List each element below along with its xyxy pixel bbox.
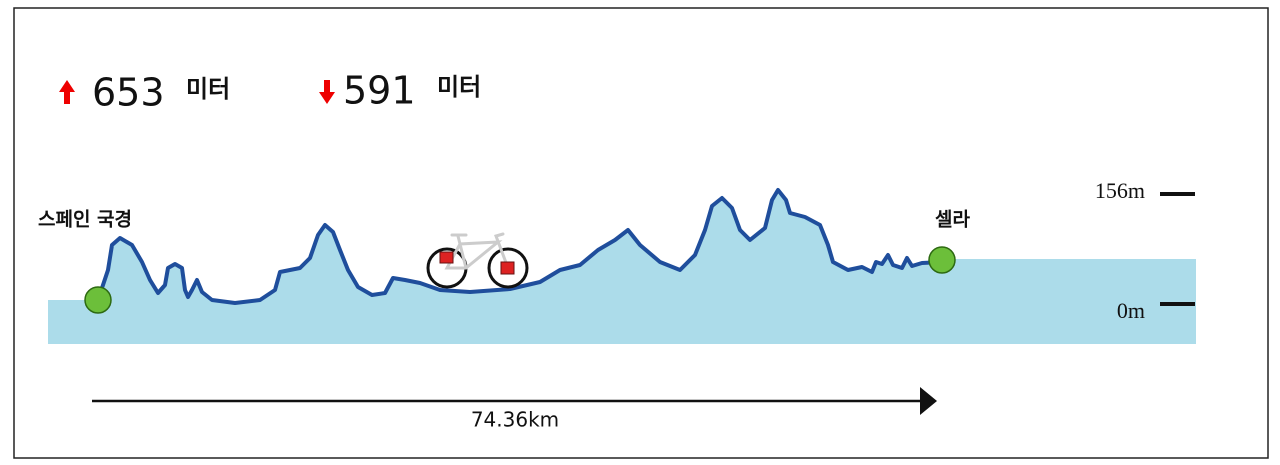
bicycle xyxy=(426,232,529,289)
start-point xyxy=(84,286,112,314)
ascent-icon xyxy=(59,80,75,104)
descent-unit: 미터 xyxy=(437,73,481,101)
terrain-area xyxy=(48,190,1196,344)
descent-icon xyxy=(319,80,335,104)
scale-top-label: 156m xyxy=(1095,178,1145,203)
ascent-value: 653 xyxy=(92,71,165,115)
scale-bottom-label: 0m xyxy=(1117,298,1145,323)
end-point xyxy=(928,246,956,274)
frame xyxy=(13,7,1269,459)
terrain-line xyxy=(96,188,944,305)
start-label: 스페인 국경 xyxy=(38,209,132,231)
end-label: 셀라 xyxy=(935,209,970,231)
ascent-unit: 미터 xyxy=(186,75,230,103)
descent-value: 591 xyxy=(343,69,416,113)
distance-arrowhead xyxy=(920,387,937,415)
distance-label: 74.36km xyxy=(471,408,559,432)
